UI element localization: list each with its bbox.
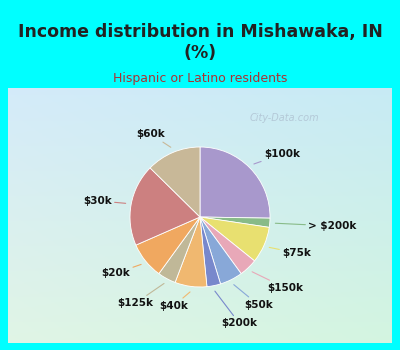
Text: $200k: $200k — [215, 291, 257, 328]
Text: $40k: $40k — [159, 292, 190, 311]
Wedge shape — [136, 217, 200, 274]
Text: $50k: $50k — [234, 285, 272, 310]
Wedge shape — [200, 217, 254, 274]
Wedge shape — [200, 217, 270, 228]
Text: City-Data.com: City-Data.com — [250, 113, 319, 123]
Wedge shape — [200, 217, 220, 287]
Text: > $200k: > $200k — [275, 221, 356, 231]
Text: $60k: $60k — [137, 130, 171, 147]
Text: $100k: $100k — [254, 149, 300, 164]
Wedge shape — [200, 147, 270, 218]
Wedge shape — [200, 217, 241, 284]
Wedge shape — [150, 147, 200, 217]
Text: $30k: $30k — [83, 196, 126, 206]
Wedge shape — [159, 217, 200, 282]
Text: Hispanic or Latino residents: Hispanic or Latino residents — [113, 72, 287, 85]
Wedge shape — [130, 168, 200, 245]
Wedge shape — [175, 217, 207, 287]
Text: $125k: $125k — [117, 284, 164, 308]
Text: Income distribution in Mishawaka, IN
(%): Income distribution in Mishawaka, IN (%) — [18, 23, 382, 62]
Wedge shape — [200, 217, 269, 261]
Text: $20k: $20k — [102, 264, 141, 278]
Text: $150k: $150k — [252, 272, 304, 293]
Text: $75k: $75k — [269, 247, 311, 258]
